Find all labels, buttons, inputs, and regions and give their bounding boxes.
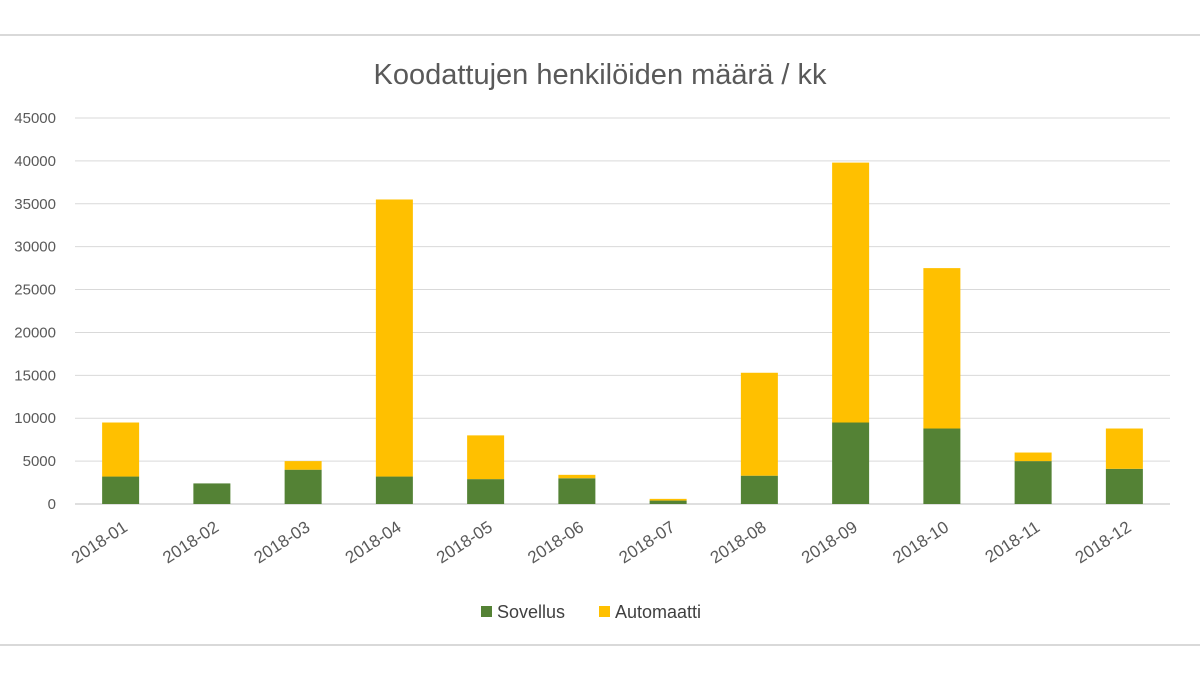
bar-sovellus-2018-06 xyxy=(558,478,596,504)
bar-automaatti-2018-05 xyxy=(467,435,505,480)
bar-automaatti-2018-03 xyxy=(284,461,322,470)
top-divider xyxy=(0,34,1200,36)
bar-sovellus-2018-01 xyxy=(102,476,140,504)
legend-label-sovellus: Sovellus xyxy=(497,602,565,622)
x-tick-label: 2018-08 xyxy=(707,517,770,567)
x-tick-label: 2018-12 xyxy=(1072,517,1135,567)
y-tick-label: 45000 xyxy=(14,110,56,127)
bar-sovellus-2018-08 xyxy=(740,475,778,504)
bar-sovellus-2018-04 xyxy=(375,476,413,504)
gridlines xyxy=(75,117,1170,505)
y-tick-label: 25000 xyxy=(14,282,56,299)
bar-automaatti-2018-07 xyxy=(649,498,687,501)
bar-automaatti-2018-12 xyxy=(1105,428,1143,469)
bar-sovellus-2018-03 xyxy=(284,469,322,504)
bar-sovellus-2018-11 xyxy=(1014,461,1052,504)
y-axis-ticks: 0 5000 10000 15000 20000 25000 30000 35000 40000… xyxy=(14,110,56,513)
legend: Sovellus Automaatti xyxy=(481,602,701,622)
bar-sovellus-2018-09 xyxy=(832,422,870,504)
bar-automaatti-2018-11 xyxy=(1014,452,1052,462)
legend-swatch-sovellus xyxy=(481,606,492,617)
bar-automaatti-2018-08 xyxy=(740,372,778,476)
legend-swatch-automaatti xyxy=(599,606,610,617)
bar-sovellus-2018-12 xyxy=(1105,468,1143,504)
bar-automaatti-2018-10 xyxy=(923,268,961,429)
x-tick-label: 2018-02 xyxy=(159,517,222,567)
x-tick-label: 2018-06 xyxy=(524,517,587,567)
y-tick-label: 5000 xyxy=(23,453,56,470)
x-tick-label: 2018-05 xyxy=(433,517,496,567)
x-tick-label: 2018-11 xyxy=(982,517,1044,566)
y-tick-label: 15000 xyxy=(14,367,56,384)
x-tick-label: 2018-10 xyxy=(889,517,952,567)
y-tick-label: 0 xyxy=(48,496,56,513)
bars xyxy=(102,162,1143,504)
bottom-divider xyxy=(0,644,1200,646)
bar-sovellus-2018-10 xyxy=(923,428,961,504)
legend-label-automaatti: Automaatti xyxy=(615,602,701,622)
bar-automaatti-2018-06 xyxy=(558,474,596,479)
bar-sovellus-2018-05 xyxy=(467,479,505,504)
x-axis-ticks: 2018-01 2018-02 2018-03 2018-04 2018-05 2018-… xyxy=(68,517,1134,567)
bar-automaatti-2018-04 xyxy=(375,199,413,477)
y-tick-label: 20000 xyxy=(14,324,56,341)
x-tick-label: 2018-04 xyxy=(342,517,405,567)
bar-automaatti-2018-09 xyxy=(832,162,870,423)
y-tick-label: 30000 xyxy=(14,239,56,256)
chart-title: Koodattujen henkilöiden määrä / kk xyxy=(373,59,827,91)
x-tick-label: 2018-01 xyxy=(68,517,131,567)
y-tick-label: 10000 xyxy=(14,410,56,427)
x-tick-label: 2018-07 xyxy=(616,517,679,567)
x-tick-label: 2018-03 xyxy=(251,517,314,567)
x-tick-label: 2018-09 xyxy=(798,517,861,567)
bar-sovellus-2018-07 xyxy=(649,500,687,504)
bar-sovellus-2018-02 xyxy=(193,483,231,504)
bar-automaatti-2018-01 xyxy=(102,422,140,477)
y-tick-label: 40000 xyxy=(14,153,56,170)
y-tick-label: 35000 xyxy=(14,196,56,213)
